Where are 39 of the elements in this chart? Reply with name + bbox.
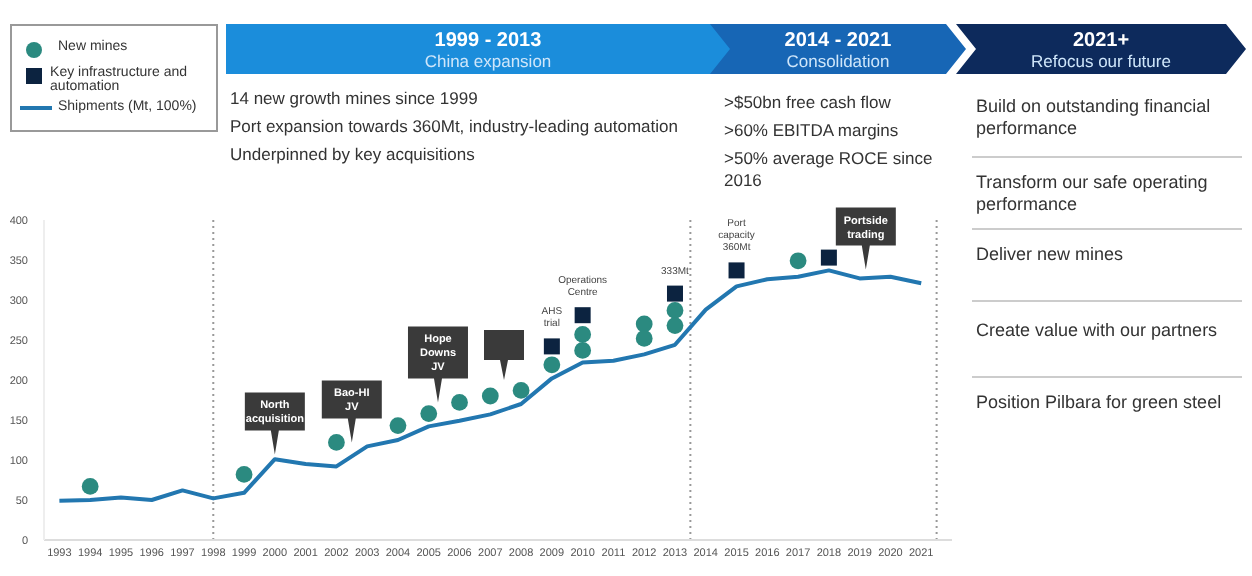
text: Port expansion towards 360Mt, industry-leading automation — [230, 116, 680, 138]
text: Position Pilbara for green steel — [976, 392, 1224, 414]
text: 14 new growth mines since 1999 — [230, 88, 480, 110]
text: Transform our safe operating performance — [976, 172, 1210, 216]
text: >60% EBITDA margins — [724, 120, 901, 142]
point — [81, 478, 99, 495]
point — [574, 326, 592, 343]
point — [328, 434, 345, 451]
text: >50% average ROCE since 2016 — [724, 148, 935, 192]
text: 2021+ — [1072, 30, 1130, 52]
point — [451, 394, 468, 411]
point — [635, 315, 653, 333]
text: China expansion — [424, 51, 552, 71]
point — [635, 330, 653, 347]
point — [543, 356, 561, 374]
text: Consolidation — [786, 51, 891, 71]
text: Refocus our future — [1031, 51, 1172, 71]
point — [666, 285, 683, 302]
point — [574, 342, 592, 359]
text: Create value with our partners — [976, 320, 1220, 342]
point — [543, 338, 560, 355]
point — [728, 262, 745, 279]
text: 2014 - 2021 — [784, 30, 893, 52]
point — [481, 387, 499, 405]
text: Deliver new mines — [976, 244, 1126, 266]
text: Underpinned by key acquisitions — [230, 144, 477, 166]
text: Build on outstanding financial performance — [976, 96, 1213, 140]
point — [420, 405, 438, 422]
point — [389, 417, 407, 434]
point — [789, 252, 807, 270]
point — [666, 302, 684, 319]
point — [666, 317, 684, 334]
point — [235, 466, 253, 483]
text: >$50bn free cash flow — [724, 92, 893, 114]
text: 1999 - 2013 — [434, 30, 543, 52]
point — [512, 382, 530, 399]
line-series — [57, 268, 924, 503]
point — [820, 249, 837, 266]
point — [574, 307, 591, 324]
